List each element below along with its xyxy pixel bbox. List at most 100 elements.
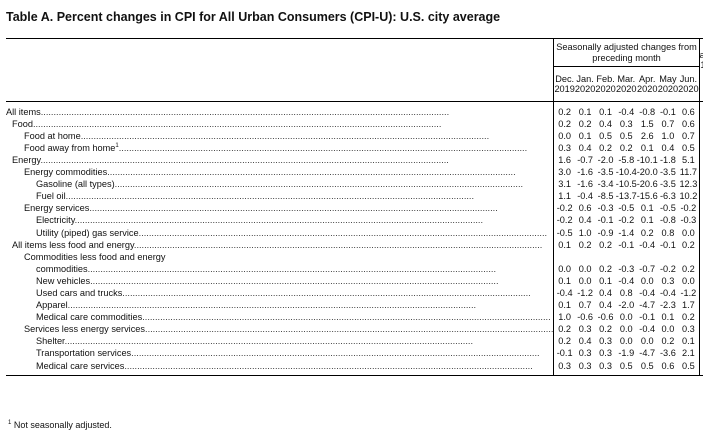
row-label: commodities.............................… xyxy=(36,263,496,274)
value-cell: -0.2 xyxy=(553,202,575,215)
row-label-text: Medical care services xyxy=(36,360,125,371)
value-cell: 0.1 xyxy=(661,312,675,323)
value-cell: 1.5 xyxy=(640,118,654,129)
value-cell: -0.8 xyxy=(639,106,656,117)
footnote-text: Not seasonally adjusted. xyxy=(13,420,112,430)
value-cell: 0.1 xyxy=(599,275,612,286)
table-row: Services less energy services...........… xyxy=(6,323,703,336)
month-header-month: Apr. xyxy=(639,73,656,84)
value-cell: -3.5 xyxy=(597,167,614,178)
value-cell: 0.4 xyxy=(599,288,612,299)
value-cell: -23.2 xyxy=(698,166,703,179)
value-cell: 0.1 xyxy=(698,214,703,227)
table-row: Food at home............................… xyxy=(6,129,703,142)
value-cell: -0.1 xyxy=(639,312,656,323)
row-label: All items less food and energy..........… xyxy=(12,239,543,250)
value-cell: -4.7 xyxy=(639,348,656,359)
value-cell: -3.5 xyxy=(660,167,676,178)
month-header-month: May xyxy=(659,73,677,84)
row-label: Electricity.............................… xyxy=(36,215,484,226)
value-cell: 0.3 xyxy=(661,275,675,286)
value-cell: -1.9 xyxy=(618,348,635,359)
value-cell: 0.0 xyxy=(640,275,654,286)
value-cell: 0.1 xyxy=(578,130,592,141)
value-cell: 1.0 xyxy=(661,130,675,141)
value-cell: 0.5 xyxy=(599,130,612,141)
footnote-mark: 1 xyxy=(8,420,12,426)
value-cell: 0.0 xyxy=(681,275,695,286)
value-cell: 2.4 xyxy=(698,335,703,348)
value-cell: -0.2 xyxy=(618,215,635,226)
row-label: Commodities less food and energy xyxy=(6,251,554,263)
value-cell: 4.5 xyxy=(698,117,703,130)
value-cell: 0.2 xyxy=(553,117,575,130)
value-cell: 1.9 xyxy=(698,323,703,336)
value-cell: -0.2 xyxy=(698,274,703,288)
table-row: Energy services.........................… xyxy=(6,202,703,215)
value-cell: -0.4 xyxy=(618,106,635,117)
value-cell: 5.1 xyxy=(681,154,695,165)
value-cell: 5.6 xyxy=(698,129,703,142)
value-cell: 1.1 xyxy=(553,190,575,203)
table-row: Gasoline (all types)....................… xyxy=(6,178,703,191)
row-label-text: Services less energy services xyxy=(24,324,146,335)
value-cell: -10.5 xyxy=(615,179,637,190)
table-row: Apparel.................................… xyxy=(6,299,703,312)
value-cell: 0.7 xyxy=(681,130,695,141)
row-label: Energy commodities......................… xyxy=(24,167,516,178)
month-header-month: Mar. xyxy=(617,73,636,84)
value-cell: 0.0 xyxy=(640,336,654,347)
value-cell: 0.1 xyxy=(681,336,695,347)
value-cell: -0.8 xyxy=(660,215,676,226)
value-cell: -3.4 xyxy=(597,179,614,190)
value-cell: -20.6 xyxy=(636,179,658,190)
row-label-text: Food away from home xyxy=(24,142,116,153)
value-cell: 0.2 xyxy=(553,335,575,348)
month-header-month: Jan. xyxy=(576,73,594,84)
value-cell: -0.7 xyxy=(639,263,656,274)
table-row: Electricity.............................… xyxy=(6,214,703,227)
row-label: Food away from home1....................… xyxy=(24,142,528,153)
month-header: Jun. 2020 xyxy=(678,66,700,101)
value-cell: -29.9 xyxy=(698,190,703,203)
value-cell: -1.2 xyxy=(577,288,594,299)
month-header-year: 2020 xyxy=(574,83,596,94)
value-cell: 0.8 xyxy=(619,288,633,299)
value-cell: 0.6 xyxy=(681,106,695,117)
month-header: Apr. 2020 xyxy=(636,66,658,101)
value-cell: -10.1 xyxy=(636,154,658,165)
row-label: Apparel.................................… xyxy=(36,300,477,311)
value-cell: -0.3 xyxy=(680,215,697,226)
value-cell: -1.4 xyxy=(618,227,635,238)
table-row: Transportation services.................… xyxy=(6,347,703,360)
value-cell: -0.4 xyxy=(618,275,635,286)
row-label: Medical care commodities................… xyxy=(36,312,551,323)
value-cell: -3.6 xyxy=(660,348,676,359)
seasonal-group-header: Seasonally adjusted changes from precedi… xyxy=(553,39,700,67)
value-cell: 10.2 xyxy=(679,191,698,202)
value-cell: 0.7 xyxy=(661,118,675,129)
month-header: Jan. 2020 xyxy=(574,66,596,101)
value-cell: 0.4 xyxy=(661,142,675,153)
unadjusted-header-line: ended xyxy=(700,71,703,81)
value-cell: 0.0 xyxy=(619,336,633,347)
value-cell: 0.2 xyxy=(599,142,612,153)
value-cell: 0.0 xyxy=(619,324,633,335)
value-cell: -0.1 xyxy=(597,215,614,226)
row-label-text: Electricity xyxy=(36,215,75,226)
row-label-text: Apparel xyxy=(36,300,68,311)
row-label-text: Transportation services xyxy=(36,348,132,359)
row-label: Energy services.........................… xyxy=(24,203,498,214)
value-cell: 0.8 xyxy=(661,227,675,238)
value-cell: -7.3 xyxy=(698,299,703,312)
month-header-month: Dec. xyxy=(555,73,575,84)
month-header-year: 2020 xyxy=(657,83,679,94)
value-cell: -0.1 xyxy=(618,239,635,250)
value-cell: -0.9 xyxy=(597,227,614,238)
cpi-table: Seasonally adjusted changes from precedi… xyxy=(6,38,703,376)
row-label: Fuel oil................................… xyxy=(36,191,475,202)
unadjusted-header-line: 12-mos. xyxy=(700,59,703,70)
value-cell: -0.1 xyxy=(660,106,676,117)
value-cell: 1.3 xyxy=(698,311,703,324)
value-cell: 0.6 xyxy=(681,118,695,129)
